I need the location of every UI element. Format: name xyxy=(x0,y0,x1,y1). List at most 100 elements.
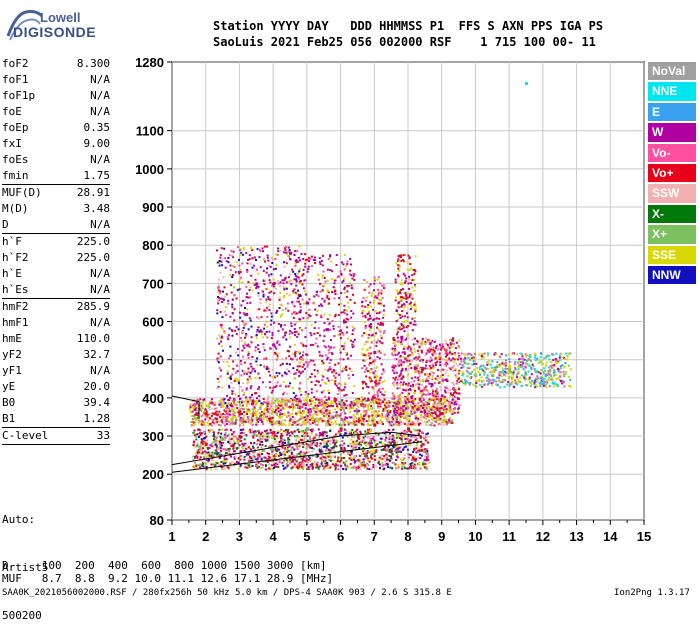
echo-pixel xyxy=(303,287,305,289)
echo-pixel xyxy=(375,451,377,453)
echo-pixel xyxy=(294,352,296,354)
echo-pixel xyxy=(247,416,249,418)
echo-pixel xyxy=(252,408,254,410)
echo-pixel xyxy=(219,421,221,423)
echo-pixel xyxy=(253,265,255,267)
echo-pixel xyxy=(215,449,217,451)
echo-pixel xyxy=(424,373,426,375)
echo-pixel xyxy=(299,328,301,330)
echo-pixel xyxy=(225,267,227,269)
echo-pixel xyxy=(375,380,377,382)
echo-pixel xyxy=(350,317,352,319)
echo-pixel xyxy=(192,415,194,417)
echo-pixel xyxy=(397,433,399,435)
echo-pixel xyxy=(378,292,380,294)
echo-pixel xyxy=(238,468,240,470)
echo-pixel xyxy=(371,411,373,413)
echo-pixel xyxy=(365,412,367,414)
echo-pixel xyxy=(260,266,262,268)
echo-pixel xyxy=(338,383,340,385)
echo-pixel xyxy=(342,280,344,282)
echo-pixel xyxy=(263,365,265,367)
echo-pixel xyxy=(324,382,326,384)
echo-pixel xyxy=(298,270,300,272)
echo-pixel xyxy=(375,410,377,412)
echo-pixel xyxy=(366,281,368,283)
echo-pixel xyxy=(284,407,286,409)
echo-pixel xyxy=(369,357,371,359)
echo-pixel xyxy=(402,340,404,342)
echo-pixel xyxy=(221,301,223,303)
echo-pixel xyxy=(247,401,249,403)
echo-pixel xyxy=(378,383,380,385)
echo-pixel xyxy=(410,454,412,456)
echo-pixel xyxy=(305,398,307,400)
echo-pixel xyxy=(346,460,348,462)
echo-pixel xyxy=(258,292,260,294)
echo-pixel xyxy=(426,415,428,417)
echo-pixel xyxy=(402,356,404,358)
echo-pixel xyxy=(328,397,330,399)
echo-pixel xyxy=(218,424,220,426)
echo-pixel xyxy=(301,464,303,466)
echo-pixel xyxy=(426,424,428,426)
echo-pixel xyxy=(327,417,329,419)
echo-pixel xyxy=(292,460,294,462)
echo-pixel xyxy=(209,431,211,433)
echo-pixel xyxy=(366,349,368,351)
echo-pixel xyxy=(231,292,233,294)
echo-pixel xyxy=(283,288,285,290)
echo-pixel xyxy=(368,310,370,312)
echo-pixel xyxy=(317,417,319,419)
echo-pixel xyxy=(373,340,375,342)
echo-pixel xyxy=(248,403,250,405)
echo-pixel xyxy=(315,384,317,386)
echo-pixel xyxy=(286,307,288,309)
echo-pixel xyxy=(388,455,390,457)
echo-pixel xyxy=(320,291,322,293)
echo-pixel xyxy=(310,344,312,346)
echo-pixel xyxy=(198,399,200,401)
echo-pixel xyxy=(229,397,231,399)
echo-pixel xyxy=(376,366,378,368)
echo-pixel xyxy=(218,411,220,413)
echo-pixel xyxy=(335,464,337,466)
echo-pixel xyxy=(272,387,274,389)
echo-pixel xyxy=(346,263,348,265)
echo-pixel xyxy=(322,434,324,436)
echo-pixel xyxy=(291,301,293,303)
echo-pixel xyxy=(349,406,351,408)
echo-pixel xyxy=(363,412,365,414)
echo-pixel xyxy=(300,439,302,441)
echo-pixel xyxy=(360,403,362,405)
echo-pixel xyxy=(366,404,368,406)
echo-pixel xyxy=(377,356,379,358)
echo-pixel xyxy=(311,381,313,383)
echo-pixel xyxy=(344,424,346,426)
echo-pixel xyxy=(269,299,271,301)
echo-pixel xyxy=(352,326,354,328)
echo-pixel xyxy=(218,334,220,336)
echo-pixel xyxy=(244,408,246,410)
echo-pixel xyxy=(203,414,205,416)
echo-pixel xyxy=(269,375,271,377)
echo-pixel xyxy=(340,303,342,305)
echo-pixel xyxy=(250,263,252,265)
echo-pixel xyxy=(272,423,274,425)
echo-pixel xyxy=(234,380,236,382)
echo-pixel xyxy=(225,409,227,411)
echo-pixel xyxy=(443,419,445,421)
echo-pixel xyxy=(444,390,446,392)
echo-pixel xyxy=(322,277,324,279)
echo-pixel xyxy=(375,374,377,376)
echo-pixel xyxy=(287,465,289,467)
echo-pixel xyxy=(407,420,409,422)
echo-pixel xyxy=(377,391,379,393)
echo-pixel xyxy=(420,419,422,421)
echo-pixel xyxy=(312,401,314,403)
echo-pixel xyxy=(318,351,320,353)
echo-pixel xyxy=(246,271,248,273)
echo-pixel xyxy=(264,401,266,403)
echo-pixel xyxy=(322,289,324,291)
echo-pixel xyxy=(349,404,351,406)
